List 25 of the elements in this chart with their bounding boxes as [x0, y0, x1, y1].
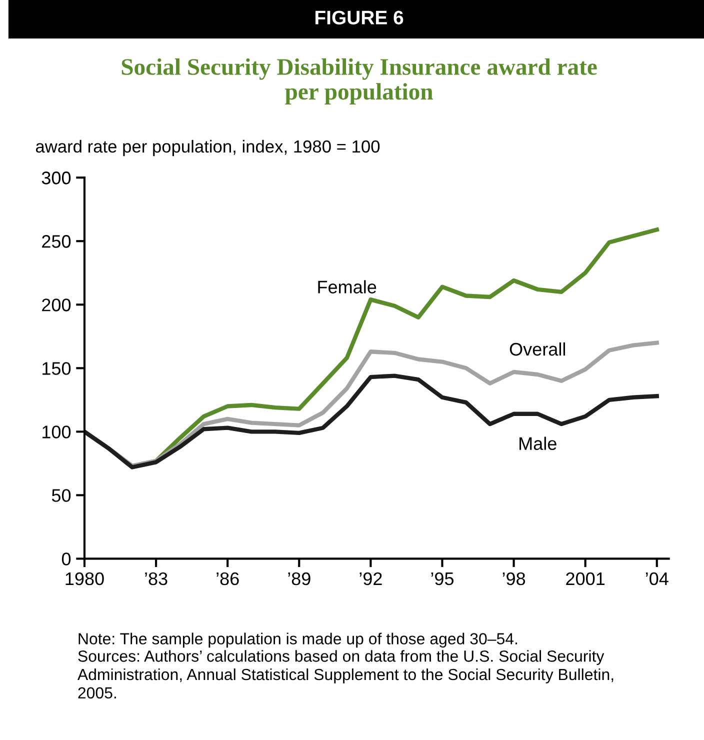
series-label: Male: [520, 436, 556, 450]
series-label: Female: [318, 280, 376, 294]
x-tick-label: ’83: [145, 572, 168, 586]
chart-subtitle: FIGURE 6: [316, 10, 404, 24]
x-tick-label: ’89: [288, 572, 310, 586]
x-tick-label: ’95: [431, 572, 454, 586]
y-tick-label: 200: [42, 298, 71, 312]
y-tick-label: 0: [62, 552, 71, 566]
x-tick-label: 2001: [566, 572, 605, 586]
x-tick-label: ’86: [216, 572, 239, 586]
x-tick-label: ’04: [646, 572, 668, 586]
y-axis-title: award rate per population, index, 1980 = 100: [36, 140, 380, 156]
line-series: [84, 374, 659, 470]
x-tick-label: 1980: [66, 572, 104, 586]
series-label: Overall: [510, 342, 566, 356]
chart-title: Social Security Disability Insurance award rate per population: [122, 58, 597, 104]
y-tick-label: 250: [42, 235, 71, 248]
source-note: Sources: Authors’ calculations based on data from the U.S. Social Security Administration, Annual Statistical Supplement to the Social Security Bulletin, 2005.: [77, 650, 614, 699]
x-tick-label: ’98: [502, 572, 526, 586]
text: Note: The sample population is made up of those aged 30–54.: [78, 632, 518, 648]
y-tick-label: 150: [42, 362, 71, 375]
x-tick-label: ’92: [360, 572, 382, 586]
y-tick-label: 100: [42, 426, 71, 438]
y-tick-label: 300: [42, 172, 71, 184]
y-tick-label: 50: [52, 489, 71, 502]
